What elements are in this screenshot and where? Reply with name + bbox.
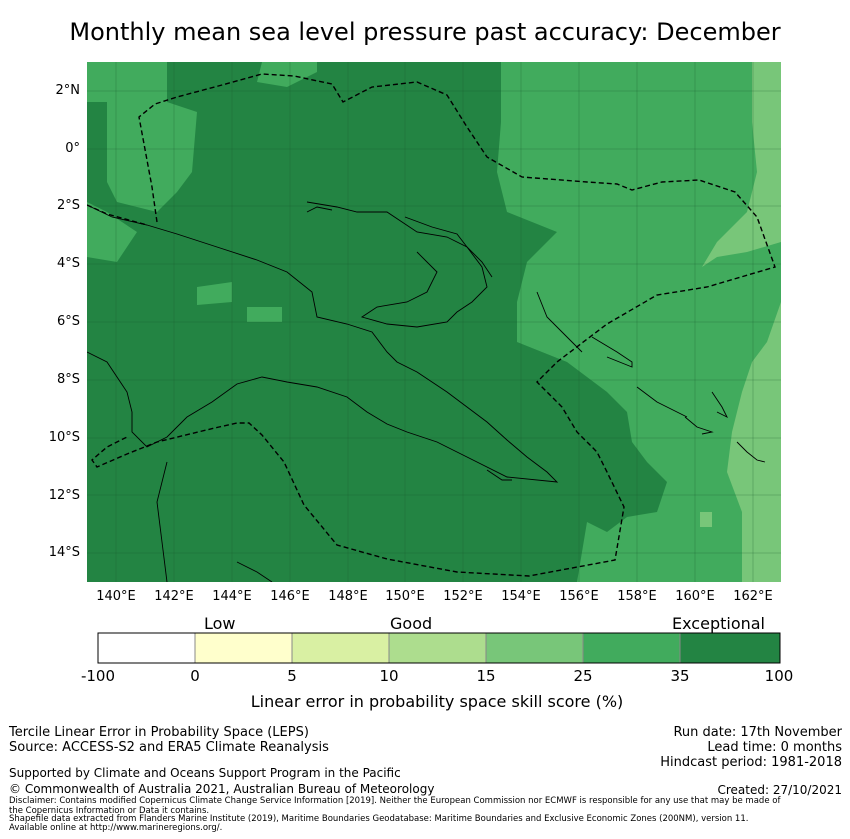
high-skill-region (87, 62, 197, 212)
lat-label: 12°S (48, 488, 80, 503)
colorbar-bin (583, 633, 680, 663)
lat-label: 4°S (56, 256, 80, 271)
colorbar-title: Linear error in probability space skill … (250, 692, 624, 711)
colorbar-tick: 25 (573, 667, 593, 685)
graticule (87, 62, 781, 582)
chart-title: Monthly mean sea level pressure past acc… (69, 18, 781, 46)
colorbar-bin (389, 633, 486, 663)
high-skill-region (247, 307, 282, 322)
lon-label: 150°E (385, 589, 425, 604)
colorbar-tick: 15 (476, 667, 496, 685)
lon-label: 142°E (154, 589, 194, 604)
lon-label: 148°E (328, 589, 368, 604)
run-date: Run date: 17th November (673, 725, 842, 740)
lon-label: 146°E (270, 589, 310, 604)
colorbar-bin (98, 633, 195, 663)
colorbar-tick: 35 (670, 667, 690, 685)
colorbar-tick: 5 (287, 667, 297, 685)
lon-label: 162°E (733, 589, 773, 604)
shapefile-line-1: Shapefile data extracted from Flanders M… (9, 814, 749, 824)
colorbar-tick: 0 (190, 667, 200, 685)
mid-skill-region (702, 62, 781, 582)
legend-category-low: Low (204, 614, 236, 633)
lon-label: 144°E (212, 589, 252, 604)
high-skill-region (497, 62, 781, 582)
coastlines (87, 201, 766, 582)
lon-label: 140°E (96, 589, 136, 604)
lat-label: 6°S (56, 314, 80, 329)
colorbar-tick: 100 (764, 667, 794, 685)
lat-label: 10°S (48, 430, 80, 445)
lon-label: 156°E (559, 589, 599, 604)
created-date: Created: 27/10/2021 (717, 783, 842, 797)
colorbar-bin (486, 633, 583, 663)
lon-label: 160°E (675, 589, 715, 604)
high-skill-region (197, 282, 232, 305)
lat-label: 2°N (55, 83, 81, 98)
disclaimer-line-1: Disclaimer: Contains modified Copernicus… (9, 796, 781, 806)
mid-skill-region (700, 512, 712, 527)
legend-category-good: Good (390, 614, 433, 633)
colorbar-bin (195, 633, 292, 663)
high-skill-region (257, 62, 317, 87)
disclaimer-line-2: the Copernicus Information or Data it co… (9, 806, 210, 816)
lat-label: 14°S (48, 545, 80, 560)
copyright-text: © Commonwealth of Australia 2021, Austra… (9, 782, 435, 796)
legend-category-exceptional: Exceptional (672, 614, 765, 633)
lon-label: 152°E (443, 589, 483, 604)
lon-label: 154°E (501, 589, 541, 604)
hindcast-period: Hindcast period: 1981-2018 (660, 755, 842, 770)
colorbar-bin (292, 633, 389, 663)
colorbar-bin (680, 633, 780, 663)
eez-boundary (87, 73, 776, 577)
lead-time: Lead time: 0 months (707, 740, 842, 755)
source-text: Source: ACCESS-S2 and ERA5 Climate Reana… (9, 740, 329, 755)
colorbar-tick: 10 (379, 667, 399, 685)
skill-score-map (87, 62, 781, 582)
colorbar (97, 632, 781, 664)
lat-label: 2°S (56, 198, 80, 213)
lon-label: 158°E (617, 589, 657, 604)
lat-label: 0° (65, 141, 80, 156)
high-skill-region (87, 202, 137, 262)
lat-label: 8°S (56, 372, 80, 387)
colorbar-tick: -100 (80, 667, 116, 685)
method-text: Tercile Linear Error in Probability Spac… (9, 725, 309, 740)
shapefile-line-2: Available online at http://www.marinereg… (9, 823, 223, 833)
support-text: Supported by Climate and Oceans Support … (9, 766, 401, 780)
